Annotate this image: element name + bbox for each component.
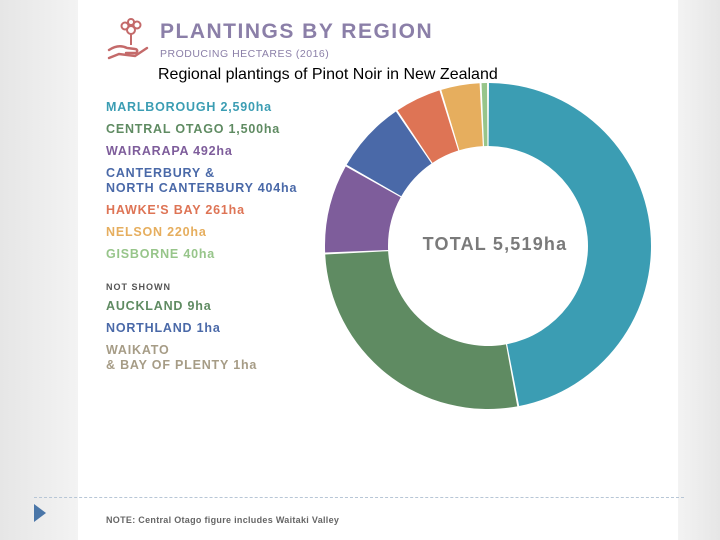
legend-item: NELSON 220ha	[106, 225, 326, 240]
legend-item: WAIRARAPA 492ha	[106, 144, 326, 159]
legend-item-value: 1ha	[192, 321, 221, 335]
legend-item-name: CANTERBURY & NORTH CANTERBURY	[106, 166, 254, 195]
legend-item-name: GISBORNE	[106, 247, 180, 261]
legend-item: GISBORNE 40ha	[106, 247, 326, 262]
slide-caption: Regional plantings of Pinot Noir in New …	[158, 66, 498, 83]
donut-slice	[397, 90, 459, 163]
legend: MARLBOROUGH 2,590ha CENTRAL OTAGO 1,500ha…	[106, 100, 326, 380]
legend-item-name: WAIKATO & BAY OF PLENTY	[106, 343, 229, 372]
chart-subtitle: PRODUCING HECTARES (2016)	[160, 48, 330, 60]
next-slide-arrow-icon[interactable]	[34, 504, 46, 522]
legend-item: AUCKLAND 9ha	[106, 299, 326, 314]
legend-item: NORTHLAND 1ha	[106, 321, 326, 336]
legend-item-value: 1,500ha	[224, 122, 281, 136]
legend-item-name: NORTHLAND	[106, 321, 193, 335]
donut-slice	[481, 83, 488, 147]
donut-slice	[441, 83, 483, 151]
legend-not-shown-list: AUCKLAND 9ha NORTHLAND 1ha WAIKATO & BAY O…	[106, 299, 326, 373]
donut-slice	[325, 166, 401, 253]
legend-item-name: NELSON	[106, 225, 163, 239]
legend-item-value: 404ha	[253, 181, 298, 195]
donut-slice	[325, 251, 518, 409]
legend-item-value: 2,590ha	[216, 100, 272, 114]
legend-item-value: 220ha	[162, 225, 207, 239]
hand-flower-logo-icon	[107, 18, 149, 60]
legend-item-name: MARLBOROUGH	[106, 100, 217, 114]
legend-item-value: 492ha	[188, 144, 233, 158]
donut-slice	[488, 83, 651, 406]
legend-item-name: AUCKLAND	[106, 299, 184, 313]
legend-item-value: 40ha	[179, 247, 216, 261]
legend-item-value: 261ha	[201, 203, 245, 217]
legend-item-name: HAWKE'S BAY	[106, 203, 202, 217]
slide-margin-right	[678, 0, 720, 540]
legend-item: MARLBOROUGH 2,590ha	[106, 100, 326, 115]
divider	[34, 497, 684, 498]
footnote: NOTE: Central Otago figure includes Wait…	[106, 515, 340, 525]
legend-item-name: CENTRAL OTAGO	[106, 122, 225, 136]
legend-main-list: MARLBOROUGH 2,590ha CENTRAL OTAGO 1,500ha…	[106, 100, 326, 262]
legend-item-value: 1ha	[228, 358, 258, 372]
legend-item: HAWKE'S BAY 261ha	[106, 203, 326, 218]
chart-title: PLANTINGS BY REGION	[160, 20, 434, 43]
legend-item: WAIKATO & BAY OF PLENTY 1ha	[106, 343, 326, 373]
not-shown-heading: NOT SHOWN	[106, 282, 171, 292]
legend-item-name: WAIRARAPA	[106, 144, 189, 158]
donut-slice	[346, 111, 432, 197]
legend-item: CENTRAL OTAGO 1,500ha	[106, 122, 326, 137]
legend-item-value: 9ha	[183, 299, 212, 313]
slide-margin-left	[0, 0, 78, 540]
total-label: TOTAL 5,519ha	[422, 234, 568, 254]
legend-item: CANTERBURY & NORTH CANTERBURY 404ha	[106, 166, 326, 196]
